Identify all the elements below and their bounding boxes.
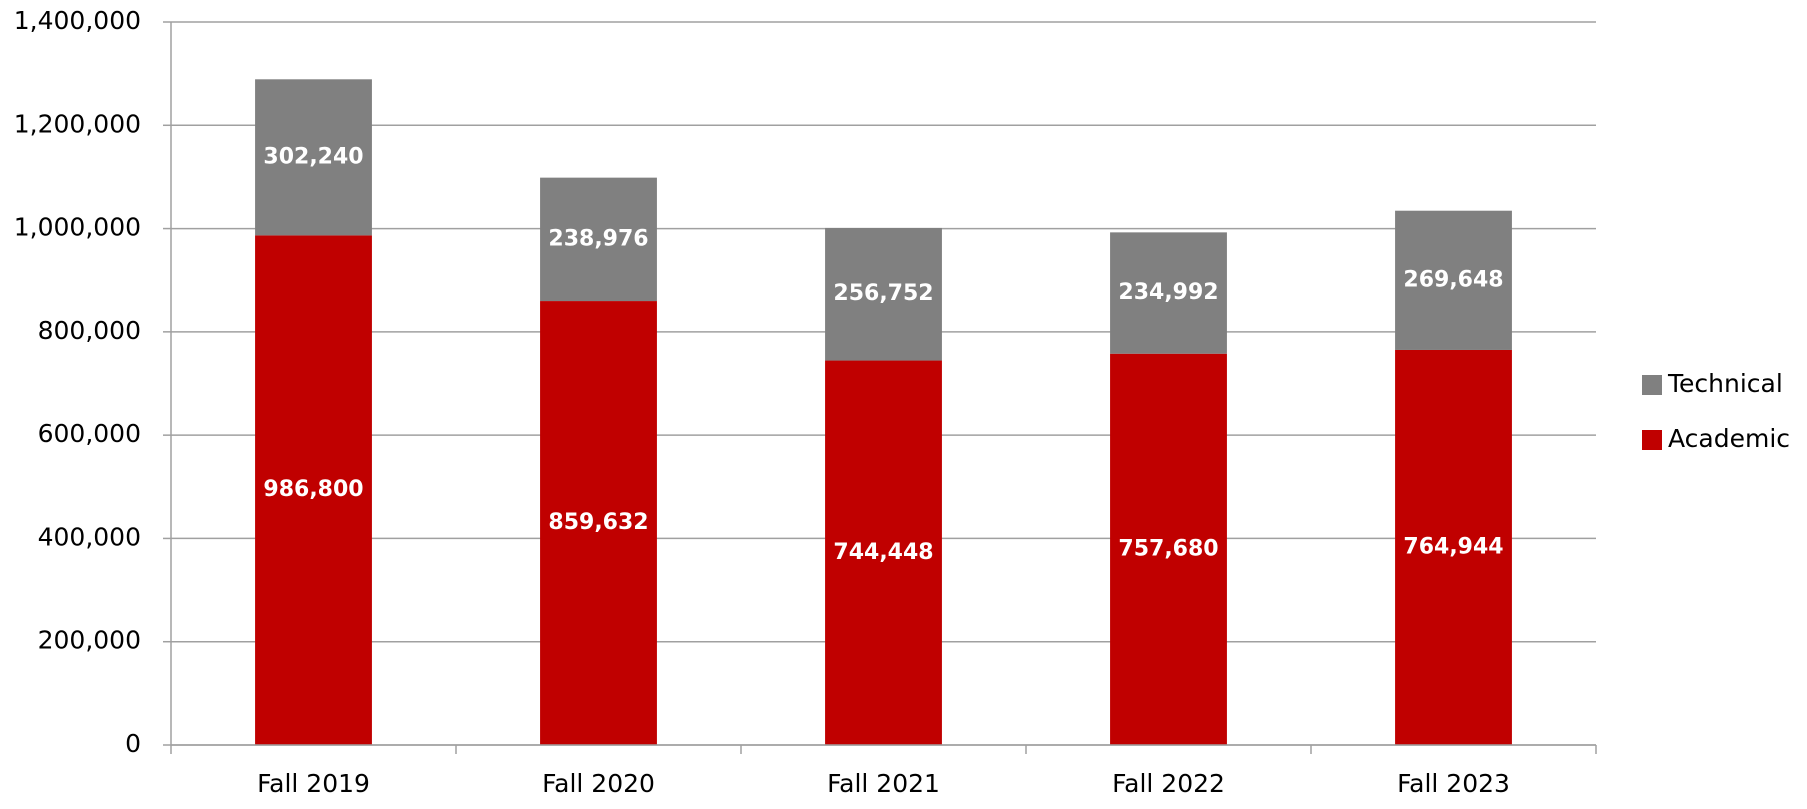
x-tick-label: Fall 2021 [827, 769, 940, 798]
x-tick-label: Fall 2019 [257, 769, 370, 798]
value-label: 986,800 [263, 477, 363, 502]
value-label: 302,240 [263, 144, 363, 169]
y-tick-label: 200,000 [38, 626, 141, 655]
bar-segment [540, 301, 657, 745]
y-tick-label: 1,200,000 [14, 109, 141, 138]
bar-segment [825, 360, 942, 745]
bar-segment [255, 79, 372, 236]
legend-swatch [1642, 430, 1662, 450]
legend-label: Technical [1667, 369, 1783, 398]
legend-swatch [1642, 375, 1662, 395]
x-tick-label: Fall 2022 [1112, 769, 1225, 798]
bar-segment [255, 235, 372, 745]
y-tick-label: 1,400,000 [14, 6, 141, 35]
value-label: 757,680 [1118, 536, 1218, 561]
bar-segment [1395, 210, 1512, 350]
value-label: 234,992 [1118, 280, 1218, 305]
y-tick-label: 0 [125, 729, 141, 758]
bar-segment [825, 227, 942, 361]
value-label: 764,944 [1403, 534, 1503, 559]
value-label: 744,448 [833, 540, 933, 565]
y-tick-label: 400,000 [38, 522, 141, 551]
y-tick-label: 600,000 [38, 419, 141, 448]
bar-segment [1395, 349, 1512, 745]
y-tick-label: 800,000 [38, 316, 141, 345]
value-label: 256,752 [833, 281, 933, 306]
bar-segment [540, 177, 657, 302]
x-tick-label: Fall 2020 [542, 769, 655, 798]
x-tick-label: Fall 2023 [1397, 769, 1510, 798]
legend-label: Academic [1668, 424, 1790, 453]
bar-segment [1110, 353, 1227, 745]
value-label: 859,632 [548, 510, 648, 535]
bar-segment [1110, 232, 1227, 354]
value-label: 238,976 [548, 226, 648, 251]
value-label: 269,648 [1403, 267, 1503, 292]
y-tick-label: 1,000,000 [14, 213, 141, 242]
